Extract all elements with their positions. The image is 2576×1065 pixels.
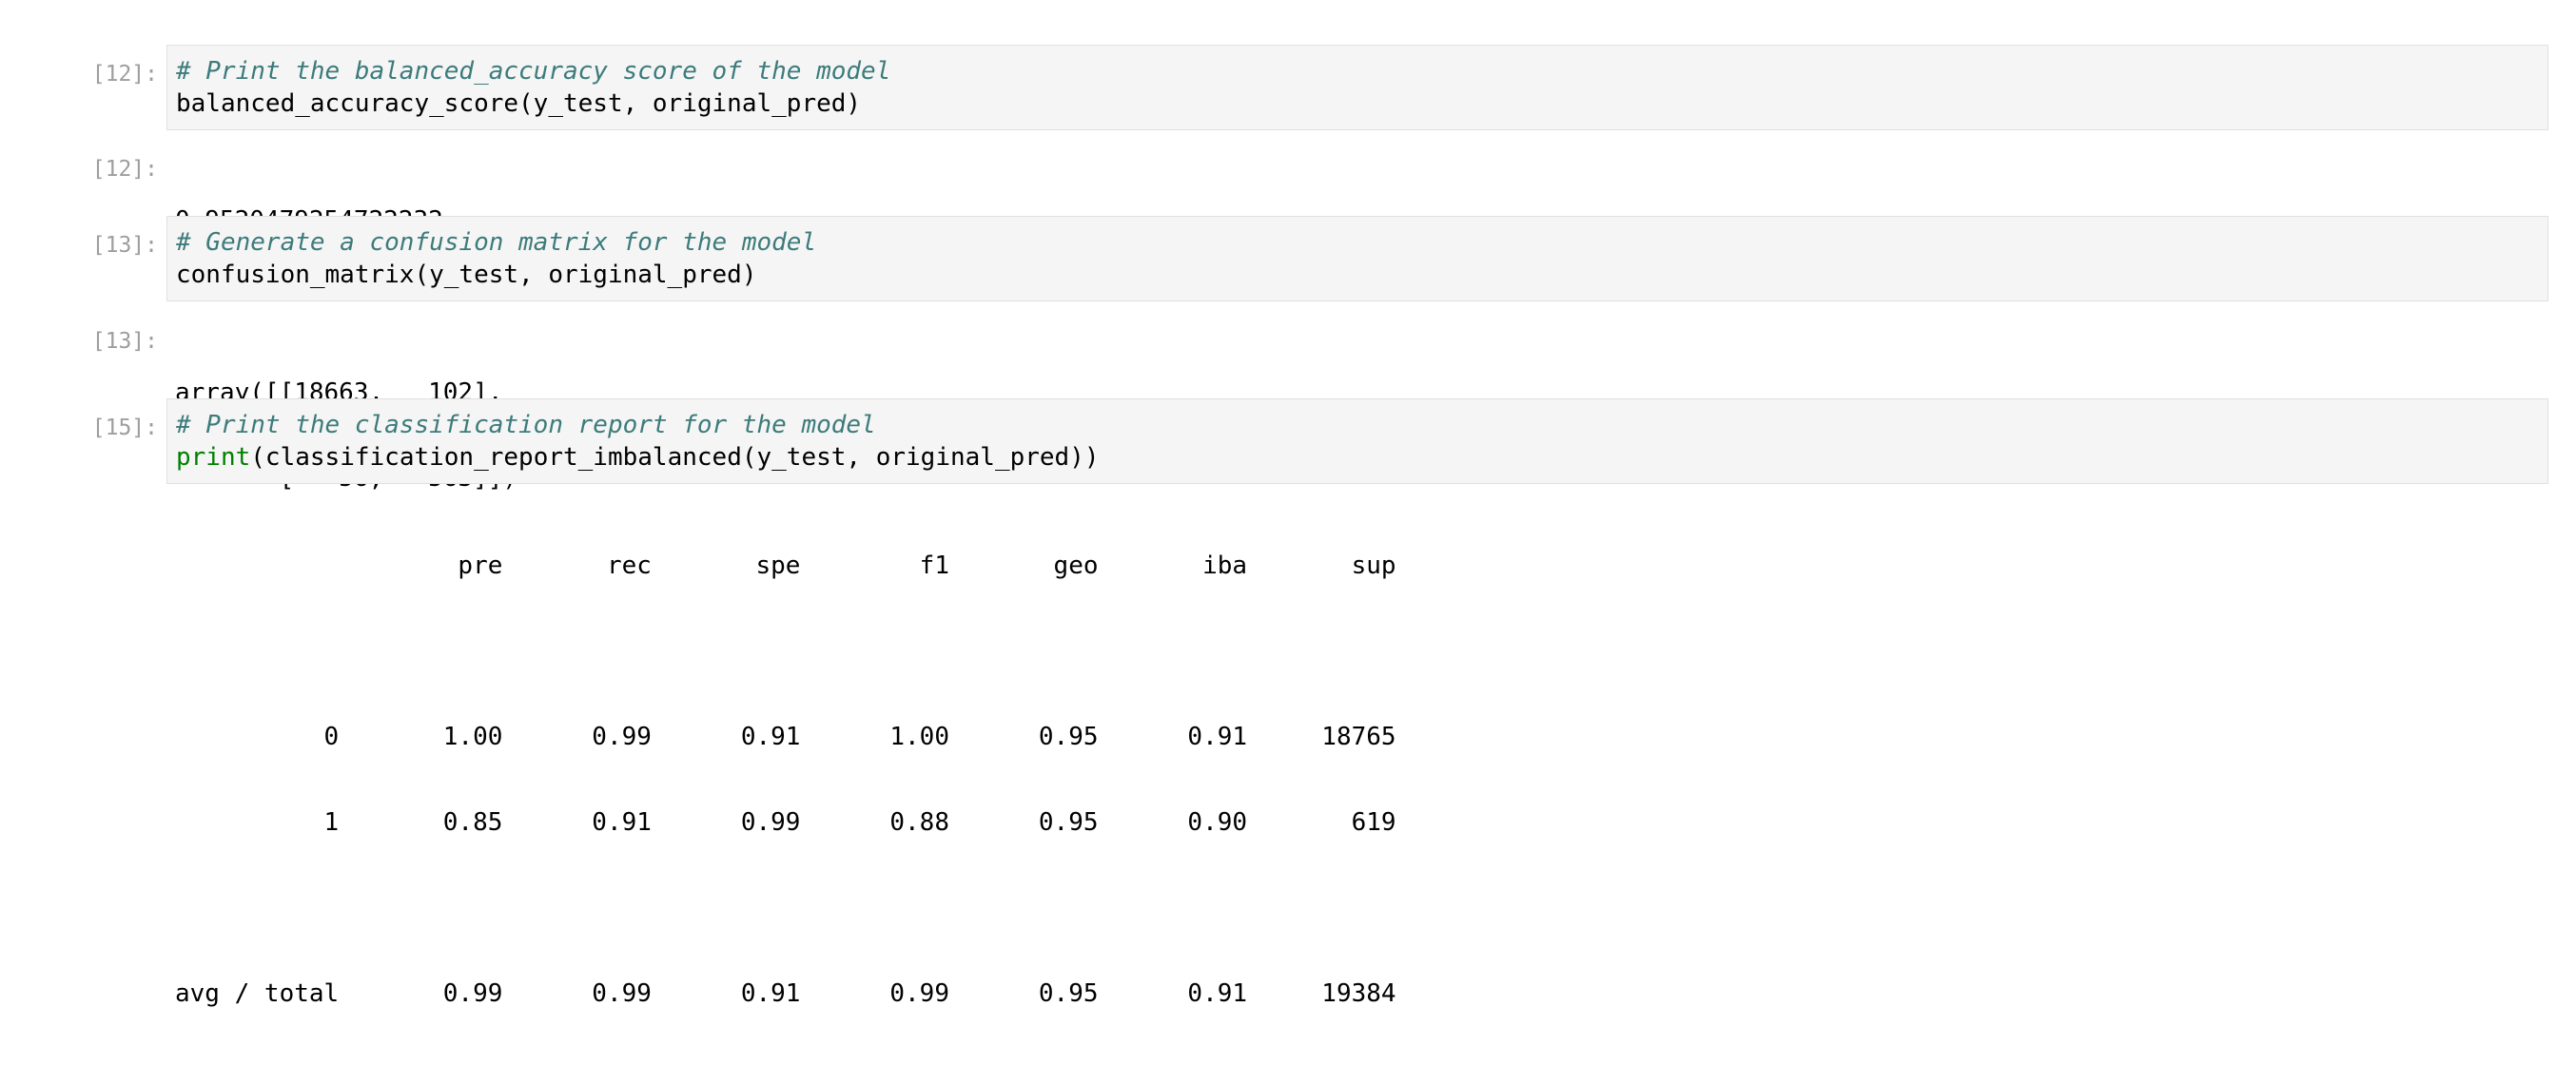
notebook: [12]: # Print the balanced_accuracy scor… <box>91 45 2548 1008</box>
output-prompt: [13]: <box>91 329 158 354</box>
code-line: # Print the balanced_accuracy score of t… <box>176 55 2540 87</box>
report-blank <box>175 637 2548 666</box>
code-line: print(classification_report_imbalanced(y… <box>176 441 2540 474</box>
code-line: # Generate a confusion matrix for the mo… <box>176 226 2540 259</box>
code-comment: # Generate a confusion matrix for the mo… <box>176 228 817 257</box>
code-comment: # Print the balanced_accuracy score of t… <box>176 57 891 86</box>
output-prompt: [12]: <box>91 157 158 182</box>
code-comment: # Print the classification report for th… <box>176 411 876 439</box>
code-line: # Print the classification report for th… <box>176 409 2540 441</box>
code-builtin: print <box>176 443 251 472</box>
code-line: confusion_matrix(y_test, original_pred) <box>176 259 2540 291</box>
code-text: (classification_report_imbalanced(y_test… <box>250 443 1100 472</box>
report-total-row: avg / total 0.99 0.99 0.91 0.99 0.95 0.9… <box>175 979 1396 1008</box>
input-prompt: [12]: <box>91 62 158 87</box>
report-blank <box>175 894 2548 922</box>
code-text: balanced_accuracy_score(y_test, original… <box>176 89 862 118</box>
input-prompt: [15]: <box>91 416 158 440</box>
input-prompt: [13]: <box>91 233 158 258</box>
report-header: pre rec spe f1 geo iba sup <box>175 552 1396 580</box>
classification-report: pre rec spe f1 geo iba sup 0 1.00 0.99 0… <box>175 494 2548 1065</box>
code-input[interactable]: # Print the classification report for th… <box>166 398 2548 484</box>
report-row: 0 1.00 0.99 0.91 1.00 0.95 0.91 18765 <box>175 723 1396 751</box>
report-row: 1 0.85 0.91 0.99 0.88 0.95 0.90 619 <box>175 808 1396 837</box>
code-input[interactable]: # Print the balanced_accuracy score of t… <box>166 45 2548 130</box>
code-input[interactable]: # Generate a confusion matrix for the mo… <box>166 216 2548 301</box>
code-text: confusion_matrix(y_test, original_pred) <box>176 261 757 289</box>
code-line: balanced_accuracy_score(y_test, original… <box>176 87 2540 120</box>
